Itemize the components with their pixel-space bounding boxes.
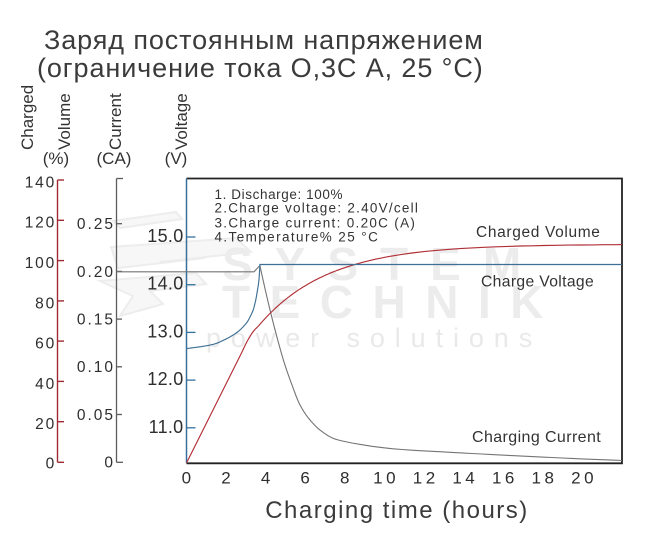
svg-text:0.25: 0.25: [77, 216, 115, 233]
svg-text:0.10: 0.10: [77, 359, 115, 376]
svg-text:14.0: 14.0: [147, 274, 183, 294]
svg-text:15.0: 15.0: [147, 226, 183, 246]
svg-text:8: 8: [340, 469, 353, 488]
svg-text:3.Charge current: 0.20C (A): 3.Charge current: 0.20C (A): [215, 215, 417, 230]
svg-text:(V): (V): [165, 149, 188, 168]
svg-text:Volume: Volume: [55, 93, 74, 150]
svg-text:6: 6: [300, 469, 313, 488]
svg-text:18: 18: [532, 469, 558, 488]
svg-text:(CA): (CA): [97, 149, 132, 168]
svg-text:0.20: 0.20: [77, 264, 115, 281]
svg-text:0: 0: [46, 455, 56, 472]
svg-text:Charged Volume: Charged Volume: [476, 224, 601, 241]
svg-text:Charging time (hours): Charging time (hours): [265, 497, 529, 524]
svg-text:40: 40: [35, 376, 56, 393]
svg-text:2.Charge voltage: 2.40V/cell: 2.Charge voltage: 2.40V/cell: [215, 200, 420, 215]
svg-text:0: 0: [104, 455, 115, 472]
svg-text:1. Discharge: 100%: 1. Discharge: 100%: [215, 187, 344, 202]
svg-text:60: 60: [35, 336, 56, 353]
svg-text:11.0: 11.0: [149, 417, 184, 437]
svg-text:Voltage: Voltage: [172, 93, 191, 150]
svg-text:Current: Current: [106, 93, 125, 150]
svg-text:100: 100: [25, 255, 56, 272]
svg-text:4.Temperature% 25 °C: 4.Temperature% 25 °C: [215, 230, 380, 245]
svg-text:16: 16: [492, 469, 518, 488]
svg-text:10: 10: [373, 469, 399, 488]
svg-text:14: 14: [452, 469, 478, 488]
svg-text:80: 80: [35, 295, 56, 312]
svg-text:power solutions: power solutions: [206, 323, 542, 353]
svg-text:140: 140: [25, 174, 56, 191]
svg-text:Charged: Charged: [18, 85, 37, 150]
svg-text:13.0: 13.0: [147, 321, 183, 341]
svg-text:(ограничение тока О,3С А, 25 °: (ограничение тока О,3С А, 25 °С): [37, 53, 484, 83]
svg-text:Charge Voltage: Charge Voltage: [481, 274, 594, 291]
svg-text:Charging Current: Charging Current: [472, 429, 601, 446]
svg-text:Заряд постоянным напряжением: Заряд постоянным напряжением: [44, 25, 484, 55]
svg-text:(%): (%): [43, 149, 69, 168]
svg-text:120: 120: [25, 215, 56, 232]
svg-text:12: 12: [413, 469, 439, 488]
svg-text:4: 4: [261, 469, 274, 488]
svg-text:0.15: 0.15: [77, 312, 115, 329]
svg-text:0: 0: [182, 469, 195, 488]
svg-text:20: 20: [571, 469, 597, 488]
svg-text:0.05: 0.05: [77, 407, 115, 424]
svg-text:12.0: 12.0: [147, 369, 183, 389]
svg-text:TECHNIK: TECHNIK: [222, 276, 563, 328]
svg-text:20: 20: [35, 416, 56, 433]
svg-text:2: 2: [221, 469, 234, 488]
